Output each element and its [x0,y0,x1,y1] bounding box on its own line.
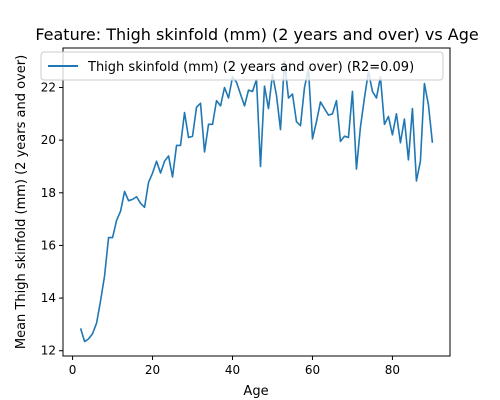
plot-frame [62,47,451,357]
y-axis-label: Mean Thigh skinfold (mm) (2 years and ov… [14,55,29,349]
legend: Thigh skinfold (mm) (2 years and over) (… [40,51,444,81]
x-tick-label: 60 [305,363,320,377]
x-tick-label: 40 [225,363,240,377]
x-tick-label: 80 [385,363,400,377]
chart-title: Feature: Thigh skinfold (mm) (2 years an… [35,25,478,44]
y-tick-label: 12 [41,344,56,358]
legend-box [40,51,444,81]
y-tick-label: 20 [41,133,56,147]
axis-ticks: 0 20 40 60 80 12 14 16 18 20 22 [41,80,400,377]
y-tick-label: 18 [41,186,56,200]
y-tick-label: 14 [41,291,56,305]
x-axis-label: Age [243,384,268,399]
x-tick-label: 0 [69,363,77,377]
y-tick-label: 22 [41,80,56,94]
x-tick-label: 20 [145,363,160,377]
y-tick-label: 16 [41,238,56,252]
legend-label: Thigh skinfold (mm) (2 years and over) (… [87,60,414,75]
